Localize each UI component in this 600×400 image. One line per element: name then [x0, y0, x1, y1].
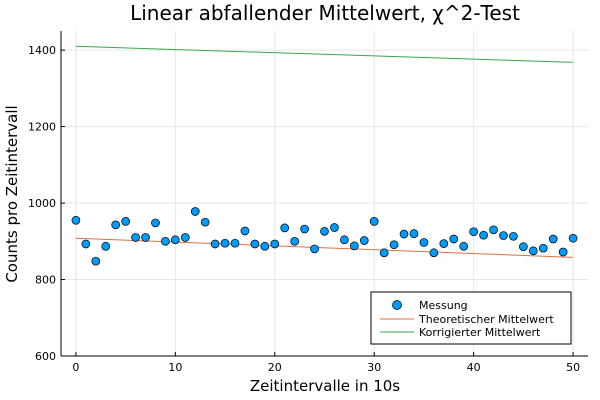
- data-point: [568, 233, 578, 243]
- data-point: [509, 231, 518, 241]
- data-point: [131, 233, 140, 242]
- data-point: [250, 239, 260, 249]
- data-point: [180, 233, 190, 242]
- data-point: [290, 236, 300, 246]
- x-tick-label: 30: [367, 361, 381, 374]
- legend-label-theoretisch: Theoretischer Mittelwert: [418, 313, 554, 326]
- data-point: [459, 241, 469, 251]
- data-point: [519, 242, 528, 251]
- series-line-1: [75, 237, 574, 258]
- legend-box: [370, 291, 572, 345]
- legend-label-messung: Messung: [419, 299, 468, 312]
- x-tick-label: 0: [72, 361, 79, 374]
- data-point: [161, 236, 170, 246]
- data-point: [71, 215, 81, 225]
- y-tick-label: 800: [35, 274, 56, 287]
- series: [71, 45, 578, 266]
- x-axis-label: Zeitintervalle in 10s: [250, 377, 400, 395]
- data-point: [270, 239, 280, 249]
- legend: Messung Theoretischer Mittelwert Korrigi…: [370, 291, 572, 345]
- data-point: [81, 239, 91, 249]
- data-point: [141, 233, 150, 242]
- data-point: [538, 243, 548, 253]
- data-point: [429, 248, 439, 258]
- x-tick-label: 20: [268, 361, 282, 374]
- tick-labels: 0 10 20 30 40 50 600 800 1000 1200 1400: [28, 44, 580, 374]
- data-point: [200, 217, 210, 227]
- data-point: [528, 246, 538, 256]
- data-point: [489, 225, 498, 235]
- data-point: [449, 234, 459, 244]
- data-point: [320, 227, 329, 236]
- y-tick-label: 1400: [28, 44, 56, 57]
- x-tick-label: 40: [467, 361, 481, 374]
- data-point: [170, 235, 180, 245]
- data-point: [300, 224, 309, 234]
- data-point: [101, 241, 111, 251]
- data-point: [479, 230, 488, 240]
- data-point: [349, 241, 359, 251]
- x-tick-label: 50: [566, 361, 580, 374]
- legend-marker-messung: [392, 300, 402, 310]
- data-point: [280, 223, 290, 233]
- data-point: [419, 238, 429, 247]
- data-point: [548, 234, 558, 244]
- data-point: [389, 240, 399, 250]
- data-point: [399, 229, 409, 239]
- data-point: [499, 231, 508, 240]
- data-point: [240, 226, 250, 236]
- data-point: [121, 217, 130, 226]
- y-tick-label: 1200: [28, 121, 56, 134]
- data-point: [151, 218, 160, 228]
- data-point: [220, 238, 230, 248]
- data-point: [469, 227, 479, 237]
- data-point: [369, 217, 379, 226]
- data-point: [340, 235, 349, 245]
- data-point: [359, 236, 369, 245]
- x-tick-label: 10: [168, 361, 182, 374]
- data-point: [379, 248, 389, 258]
- data-point: [310, 244, 319, 254]
- y-axis-label: Counts pro Zeitintervall: [3, 105, 21, 282]
- data-point: [330, 223, 339, 232]
- data-point: [260, 241, 270, 251]
- data-point: [439, 239, 449, 248]
- legend-label-korrigiert: Korrigierter Mittelwert: [419, 326, 541, 339]
- y-tick-label: 1000: [28, 197, 56, 210]
- data-point: [558, 247, 568, 257]
- data-point: [190, 207, 200, 216]
- data-point: [111, 220, 121, 230]
- plot-frame: [60, 31, 588, 357]
- data-point: [230, 238, 240, 248]
- data-point: [409, 229, 419, 238]
- chart-title: Linear abfallender Mittelwert, χ^2-Test: [130, 1, 520, 25]
- data-point: [210, 239, 220, 249]
- series-line-2: [75, 45, 574, 63]
- y-tick-label: 600: [35, 350, 56, 363]
- data-point: [91, 256, 101, 266]
